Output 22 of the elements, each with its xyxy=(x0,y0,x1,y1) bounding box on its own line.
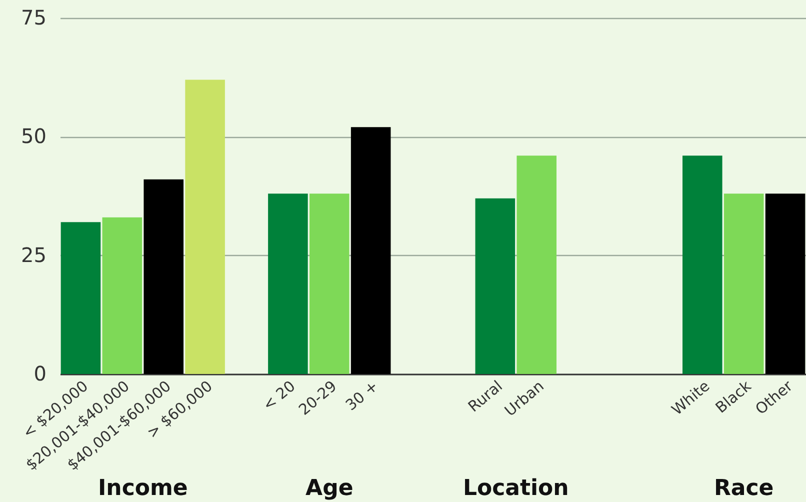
text: Race xyxy=(714,476,774,501)
text: Income xyxy=(98,476,188,501)
text: Location xyxy=(462,476,569,501)
bar xyxy=(765,194,806,374)
bar xyxy=(682,156,722,374)
bar xyxy=(60,222,101,374)
bar xyxy=(516,156,557,374)
bar xyxy=(309,194,350,374)
x-tick-label: 30 + xyxy=(342,376,382,414)
bar xyxy=(185,80,225,374)
bar xyxy=(724,194,764,374)
bar xyxy=(475,198,516,374)
y-tick-label: 75 xyxy=(21,6,46,30)
bar xyxy=(350,127,391,374)
y-tick-label: 25 xyxy=(21,242,46,267)
x-tick-label: < 20 xyxy=(259,376,299,414)
y-tick-label: 0 xyxy=(34,362,46,386)
y-tick-label: 50 xyxy=(21,124,46,148)
text: Age xyxy=(306,476,354,501)
bar xyxy=(144,179,184,374)
bar xyxy=(268,194,308,374)
bar xyxy=(102,217,142,374)
